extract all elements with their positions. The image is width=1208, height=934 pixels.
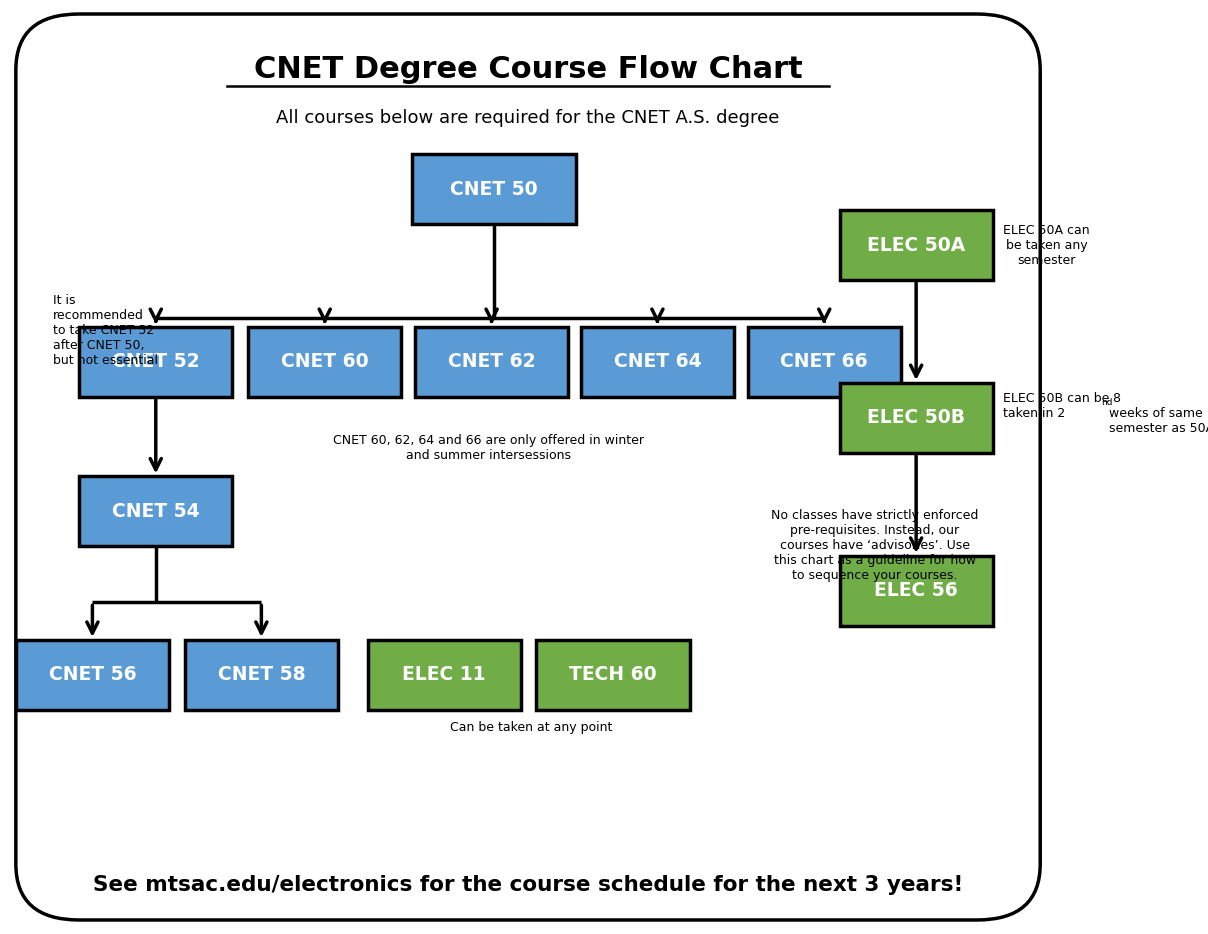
Text: Can be taken at any point: Can be taken at any point bbox=[451, 721, 612, 734]
Text: CNET 60, 62, 64 and 66 are only offered in winter
and summer intersessions: CNET 60, 62, 64 and 66 are only offered … bbox=[333, 434, 644, 462]
FancyBboxPatch shape bbox=[536, 640, 690, 710]
Text: CNET 64: CNET 64 bbox=[614, 352, 701, 372]
FancyBboxPatch shape bbox=[248, 327, 401, 397]
Text: CNET 66: CNET 66 bbox=[780, 352, 869, 372]
FancyBboxPatch shape bbox=[412, 154, 575, 224]
Text: ELEC 50B: ELEC 50B bbox=[867, 408, 965, 428]
Text: ELEC 50A can
be taken any
semester: ELEC 50A can be taken any semester bbox=[1004, 224, 1090, 267]
Text: TECH 60: TECH 60 bbox=[569, 665, 657, 685]
Text: 8
weeks of same
semester as 50A: 8 weeks of same semester as 50A bbox=[1109, 392, 1208, 435]
FancyBboxPatch shape bbox=[80, 327, 232, 397]
Text: CNET 60: CNET 60 bbox=[281, 352, 368, 372]
Text: CNET 58: CNET 58 bbox=[217, 665, 306, 685]
FancyBboxPatch shape bbox=[16, 640, 169, 710]
Text: CNET Degree Course Flow Chart: CNET Degree Course Flow Chart bbox=[254, 54, 802, 84]
Text: ELEC 56: ELEC 56 bbox=[875, 581, 958, 601]
FancyBboxPatch shape bbox=[748, 327, 901, 397]
FancyBboxPatch shape bbox=[581, 327, 734, 397]
Text: CNET 50: CNET 50 bbox=[449, 179, 538, 199]
FancyBboxPatch shape bbox=[840, 210, 993, 280]
FancyBboxPatch shape bbox=[16, 14, 1040, 920]
Text: All courses below are required for the CNET A.S. degree: All courses below are required for the C… bbox=[277, 108, 779, 127]
Text: See mtsac.edu/electronics for the course schedule for the next 3 years!: See mtsac.edu/electronics for the course… bbox=[93, 875, 963, 896]
Text: CNET 54: CNET 54 bbox=[112, 502, 199, 521]
FancyBboxPatch shape bbox=[80, 476, 232, 546]
FancyBboxPatch shape bbox=[367, 640, 521, 710]
Text: nd: nd bbox=[1102, 398, 1113, 407]
Text: It is
recommended
to take CNET 52
after CNET 50,
but not essential: It is recommended to take CNET 52 after … bbox=[53, 294, 158, 367]
FancyBboxPatch shape bbox=[840, 556, 993, 626]
Text: ELEC 50A: ELEC 50A bbox=[867, 235, 965, 255]
Text: CNET 52: CNET 52 bbox=[112, 352, 199, 372]
Text: CNET 56: CNET 56 bbox=[48, 665, 137, 685]
Text: CNET 62: CNET 62 bbox=[448, 352, 535, 372]
FancyBboxPatch shape bbox=[840, 383, 993, 453]
FancyBboxPatch shape bbox=[185, 640, 338, 710]
Text: ELEC 50B can be
taken in 2: ELEC 50B can be taken in 2 bbox=[1004, 392, 1110, 420]
Text: No classes have strictly enforced
pre-requisites. Instead, our
courses have ‘adv: No classes have strictly enforced pre-re… bbox=[771, 509, 978, 582]
Text: ELEC 11: ELEC 11 bbox=[402, 665, 486, 685]
FancyBboxPatch shape bbox=[416, 327, 568, 397]
